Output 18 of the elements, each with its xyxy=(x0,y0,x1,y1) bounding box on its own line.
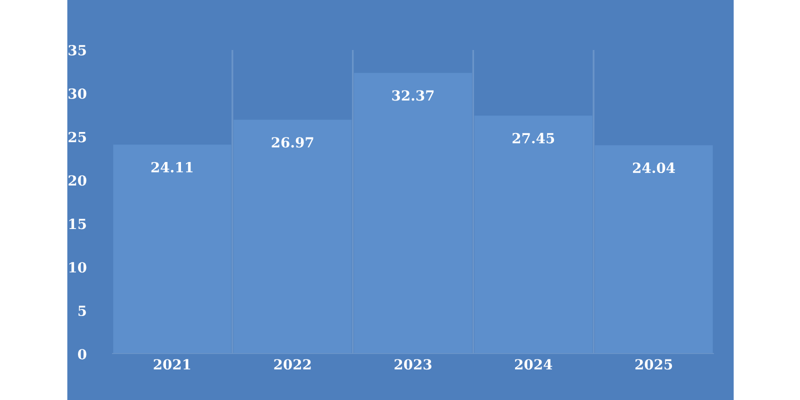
data-label: 32.37 xyxy=(392,90,434,101)
data-label: 24.11 xyxy=(151,162,193,172)
data-label: 26.97 xyxy=(272,137,314,148)
y-tick-label: 10 xyxy=(69,262,86,273)
y-tick-label: 5 xyxy=(78,306,86,316)
data-label: 24.04 xyxy=(632,162,675,174)
y-tick-label: 15 xyxy=(69,218,86,230)
x-tick-label: 2022 xyxy=(274,359,311,370)
x-tick-label: 2021 xyxy=(154,359,190,370)
y-tick-label: 30 xyxy=(68,88,86,99)
x-tick-label: 2025 xyxy=(635,359,672,370)
x-tick-label: 2023 xyxy=(394,359,432,370)
y-tick-label: 25 xyxy=(68,132,86,142)
x-tick-label: 2024 xyxy=(515,359,552,370)
y-tick-label: 0 xyxy=(78,348,86,360)
data-label: 27.45 xyxy=(512,132,554,144)
y-tick-label: 20 xyxy=(68,175,86,186)
y-tick-label: 35 xyxy=(68,44,86,56)
